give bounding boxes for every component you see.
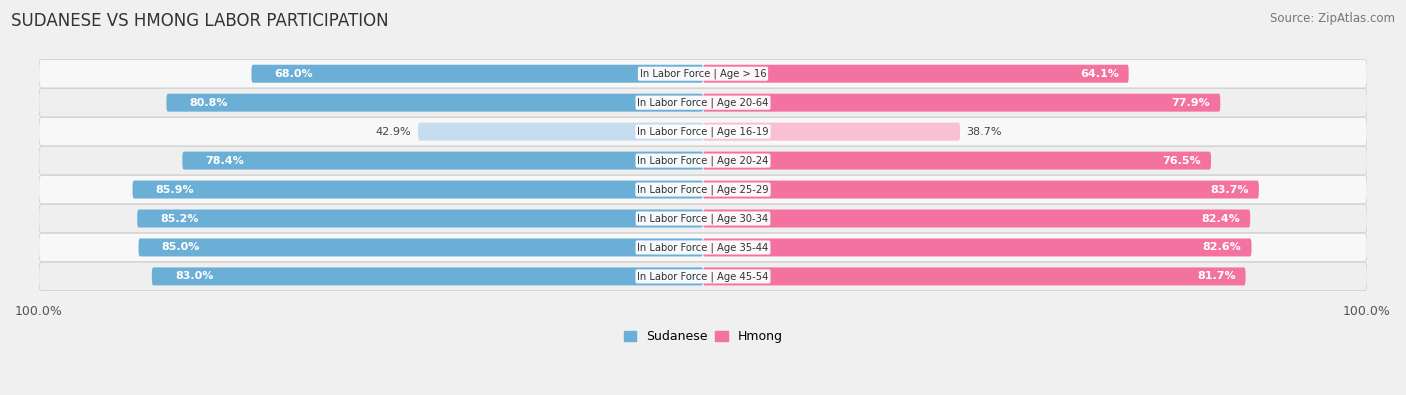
Text: 83.0%: 83.0%: [176, 271, 214, 281]
Text: 81.7%: 81.7%: [1197, 271, 1236, 281]
Text: 76.5%: 76.5%: [1163, 156, 1201, 166]
Text: 78.4%: 78.4%: [205, 156, 245, 166]
FancyBboxPatch shape: [703, 152, 1211, 169]
Text: 85.2%: 85.2%: [160, 214, 200, 224]
FancyBboxPatch shape: [138, 209, 703, 228]
FancyBboxPatch shape: [703, 267, 1246, 286]
Text: 83.7%: 83.7%: [1211, 184, 1249, 195]
FancyBboxPatch shape: [703, 181, 1258, 199]
FancyBboxPatch shape: [418, 123, 703, 141]
Text: 77.9%: 77.9%: [1171, 98, 1211, 108]
FancyBboxPatch shape: [183, 152, 703, 169]
Text: In Labor Force | Age 35-44: In Labor Force | Age 35-44: [637, 242, 769, 253]
Legend: Sudanese, Hmong: Sudanese, Hmong: [619, 325, 787, 348]
Text: 64.1%: 64.1%: [1080, 69, 1119, 79]
Text: In Labor Force | Age 30-34: In Labor Force | Age 30-34: [637, 213, 769, 224]
FancyBboxPatch shape: [703, 65, 1129, 83]
Text: 80.8%: 80.8%: [190, 98, 228, 108]
Text: 82.4%: 82.4%: [1202, 214, 1240, 224]
FancyBboxPatch shape: [39, 117, 1367, 146]
Text: 68.0%: 68.0%: [274, 69, 314, 79]
FancyBboxPatch shape: [39, 204, 1367, 233]
Text: 85.9%: 85.9%: [156, 184, 194, 195]
FancyBboxPatch shape: [39, 88, 1367, 117]
Text: In Labor Force | Age 25-29: In Labor Force | Age 25-29: [637, 184, 769, 195]
FancyBboxPatch shape: [39, 233, 1367, 261]
Text: 42.9%: 42.9%: [375, 127, 412, 137]
FancyBboxPatch shape: [703, 123, 960, 141]
Text: In Labor Force | Age 45-54: In Labor Force | Age 45-54: [637, 271, 769, 282]
FancyBboxPatch shape: [252, 65, 703, 83]
FancyBboxPatch shape: [703, 209, 1250, 228]
Text: In Labor Force | Age > 16: In Labor Force | Age > 16: [640, 68, 766, 79]
FancyBboxPatch shape: [39, 262, 1367, 291]
Text: In Labor Force | Age 16-19: In Labor Force | Age 16-19: [637, 126, 769, 137]
Text: 38.7%: 38.7%: [967, 127, 1002, 137]
FancyBboxPatch shape: [132, 181, 703, 199]
Text: In Labor Force | Age 20-24: In Labor Force | Age 20-24: [637, 155, 769, 166]
FancyBboxPatch shape: [139, 239, 703, 256]
FancyBboxPatch shape: [703, 239, 1251, 256]
FancyBboxPatch shape: [39, 147, 1367, 175]
FancyBboxPatch shape: [39, 60, 1367, 88]
FancyBboxPatch shape: [703, 94, 1220, 112]
FancyBboxPatch shape: [39, 175, 1367, 204]
Text: 82.6%: 82.6%: [1202, 243, 1241, 252]
Text: 85.0%: 85.0%: [162, 243, 200, 252]
Text: In Labor Force | Age 20-64: In Labor Force | Age 20-64: [637, 98, 769, 108]
FancyBboxPatch shape: [166, 94, 703, 112]
Text: Source: ZipAtlas.com: Source: ZipAtlas.com: [1270, 12, 1395, 25]
FancyBboxPatch shape: [152, 267, 703, 286]
Text: SUDANESE VS HMONG LABOR PARTICIPATION: SUDANESE VS HMONG LABOR PARTICIPATION: [11, 12, 389, 30]
